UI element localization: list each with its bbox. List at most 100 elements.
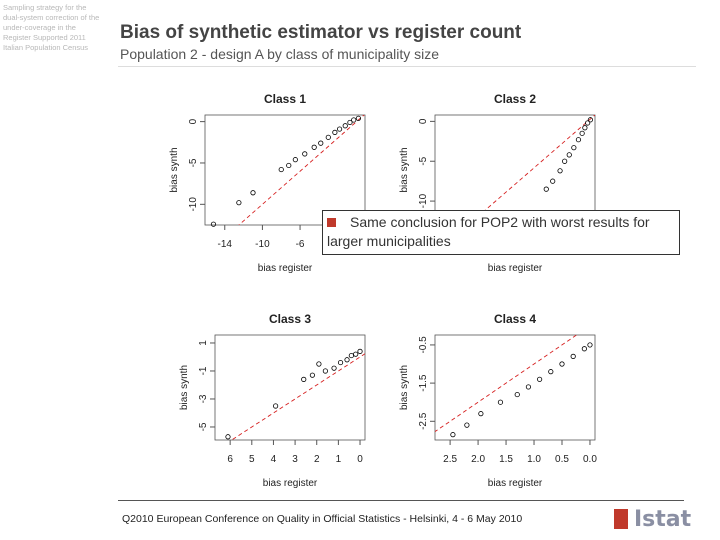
point [571, 145, 577, 151]
x-tick-label: 0.0 [583, 454, 597, 465]
reference-line [230, 353, 365, 440]
logo-text: Istat [634, 507, 692, 532]
logo: Istat [614, 507, 691, 532]
y-tick-label: -10 [418, 193, 429, 208]
point [351, 117, 357, 123]
point [302, 151, 308, 157]
point [525, 384, 532, 390]
x-tick-label: 1.5 [499, 454, 513, 465]
point [236, 200, 242, 206]
y-tick-label: 1 [198, 340, 209, 346]
y-tick-label: -1 [198, 366, 209, 375]
y-tick-label: 0 [418, 118, 429, 124]
point [331, 365, 337, 371]
x-tick-label: 0.5 [555, 454, 569, 465]
x-axis-label: bias register [258, 263, 313, 274]
point [344, 357, 350, 363]
point [557, 168, 563, 174]
point [353, 351, 359, 357]
point [301, 376, 307, 382]
point [450, 432, 456, 438]
point [336, 126, 343, 132]
point [325, 134, 331, 140]
y-tick-label: -10 [188, 197, 199, 212]
callout: Same conclusion for POP2 with worst resu… [322, 210, 680, 255]
plot-frame [204, 114, 366, 226]
y-axis-label: bias synth [399, 365, 410, 410]
y-axis-label: bias synth [399, 147, 410, 192]
x-tick-label: 1 [336, 454, 342, 465]
y-tick-label: -2.5 [418, 412, 429, 430]
x-tick-label: 2 [314, 454, 320, 465]
bullet [327, 218, 336, 227]
x-axis-label: bias register [488, 478, 543, 489]
y-axis-label: bias synth [179, 365, 190, 410]
point [292, 157, 298, 163]
point [543, 186, 549, 192]
point [278, 166, 284, 173]
y-tick-label: -0.5 [418, 336, 429, 354]
x-axis-label: bias register [263, 478, 318, 489]
point [587, 117, 594, 123]
y-tick-label: -5 [418, 156, 429, 165]
point [250, 190, 256, 196]
point [322, 368, 328, 374]
point [550, 178, 556, 184]
title-rule [118, 66, 696, 67]
point [464, 422, 470, 428]
point [570, 353, 576, 359]
point [585, 120, 591, 126]
point [225, 434, 231, 440]
plot-title: Class 3 [269, 312, 311, 326]
y-tick-label: -3 [198, 394, 209, 403]
point [497, 399, 504, 405]
plot-frame [434, 334, 596, 441]
x-axis-label: bias register [488, 263, 543, 274]
point [347, 119, 353, 126]
point [318, 140, 324, 146]
x-tick-label: -10 [255, 239, 270, 250]
plot-frame [214, 334, 366, 441]
point [357, 348, 363, 354]
sidebar-note: Sampling strategy for the dual-system co… [3, 3, 100, 52]
point [579, 130, 585, 136]
y-tick-label: 0 [188, 118, 199, 124]
point [286, 162, 292, 169]
x-tick-label: 0 [357, 454, 363, 465]
point [581, 346, 587, 352]
point [582, 125, 588, 131]
y-tick-label: -5 [188, 158, 199, 167]
point [332, 129, 338, 135]
x-tick-label: 2.5 [443, 454, 457, 465]
footer-text: Q2010 European Conference on Quality in … [122, 513, 523, 525]
x-tick-label: 3 [292, 454, 298, 465]
reference-line [435, 335, 578, 433]
point [587, 342, 593, 348]
point [210, 221, 217, 227]
point [309, 372, 316, 378]
point [348, 352, 354, 359]
x-tick-label: -6 [296, 239, 305, 250]
point [559, 361, 565, 367]
point [478, 411, 484, 417]
callout-text: Same conclusion for POP2 with worst resu… [327, 214, 650, 249]
point [548, 369, 554, 375]
y-axis-label: bias synth [169, 147, 180, 192]
point [316, 361, 322, 367]
slide-title: Bias of synthetic estimator vs register … [120, 22, 522, 43]
point [566, 152, 572, 158]
point [514, 391, 520, 398]
point [562, 158, 568, 164]
reference-line [467, 115, 595, 225]
point [342, 123, 348, 129]
plot-title: Class 1 [264, 92, 306, 106]
x-tick-label: 1.0 [527, 454, 541, 465]
plot-title: Class 2 [494, 92, 536, 106]
y-tick-label: -5 [198, 422, 209, 431]
footer-rule [118, 500, 684, 501]
point [311, 144, 317, 150]
point [337, 359, 344, 366]
reference-line [238, 115, 365, 225]
x-tick-label: 6 [227, 454, 233, 465]
